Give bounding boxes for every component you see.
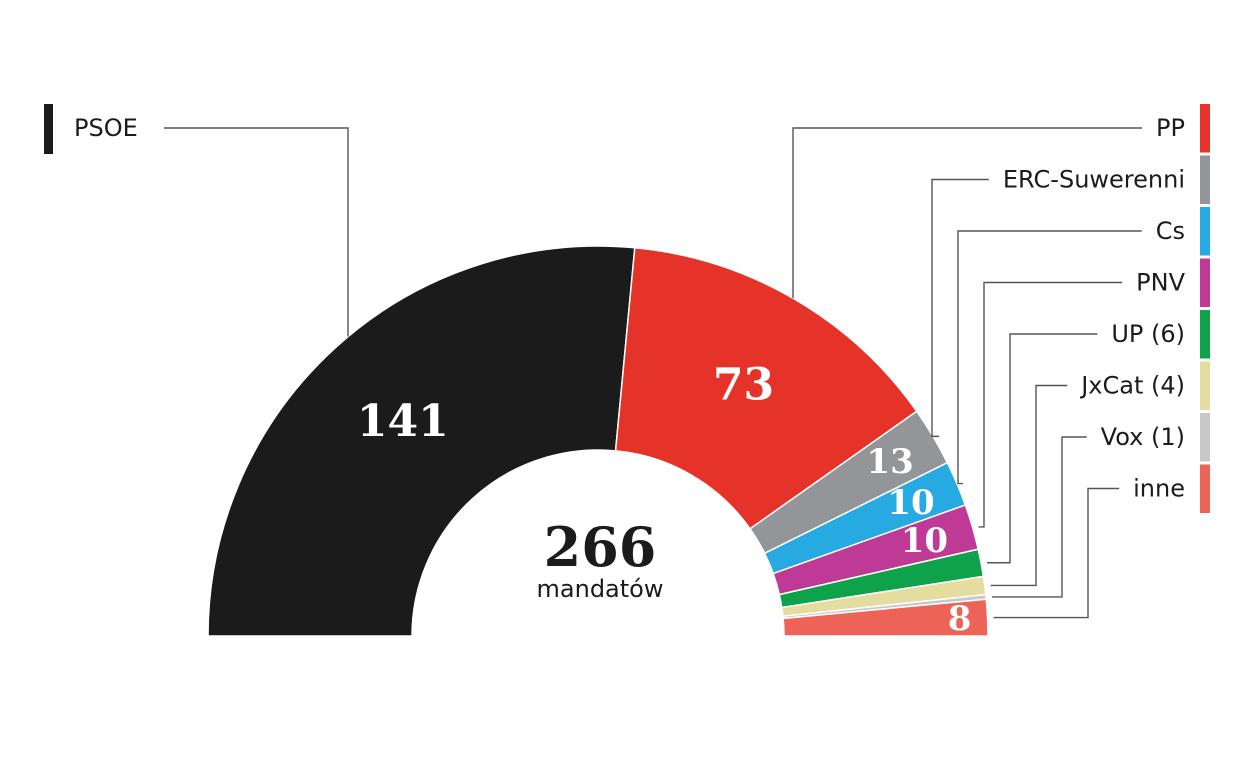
value-label-pp: 73 bbox=[713, 360, 774, 411]
value-label-psoe: 141 bbox=[357, 396, 449, 447]
legend-swatch-up-6 bbox=[1200, 310, 1210, 359]
leader-line-pp bbox=[792, 127, 1143, 299]
legend-swatch-inne bbox=[1200, 464, 1210, 513]
legend-label-pnv: PNV bbox=[1136, 269, 1185, 297]
legend-label-inne: inne bbox=[1133, 475, 1185, 503]
legend-swatch-pp bbox=[1200, 104, 1210, 153]
leader-line-vox-1 bbox=[992, 436, 1087, 598]
total-caption: mandatów bbox=[537, 575, 664, 603]
legend-label-cs: Cs bbox=[1156, 217, 1185, 245]
legend-swatch-cs bbox=[1200, 207, 1210, 256]
legend-swatch-erc-suwerenni bbox=[1200, 155, 1210, 204]
legend-label-up-6: UP (6) bbox=[1111, 320, 1185, 348]
leader-line-erc-suwerenni bbox=[931, 178, 989, 438]
leader-line-jxcat-4 bbox=[990, 384, 1068, 587]
legend: PSOE PP ERC-Suwerenni Cs PNV UP (6) JxCat (4) V… bbox=[44, 104, 1210, 513]
leader-line-cs bbox=[957, 230, 1142, 485]
seat-arcs bbox=[207, 245, 989, 637]
legend-label-erc-suwerenni: ERC-Suwerenni bbox=[1003, 166, 1185, 194]
legend-swatch-psoe bbox=[44, 104, 53, 154]
legend-swatch-pnv bbox=[1200, 258, 1210, 307]
seat-arc-inne bbox=[782, 598, 989, 637]
legend-label-pp: PP bbox=[1156, 114, 1185, 142]
value-label-cs: 10 bbox=[887, 483, 934, 523]
seat-arc-psoe bbox=[207, 245, 636, 637]
value-label-erc-suwerenni: 13 bbox=[866, 442, 913, 482]
leader-line-inne bbox=[993, 487, 1120, 619]
leader-line-up-6 bbox=[987, 333, 1098, 564]
leader-line-pnv bbox=[978, 281, 1123, 528]
legend-label-psoe: PSOE bbox=[74, 114, 138, 142]
legend-label-jxcat-4: JxCat (4) bbox=[1079, 372, 1185, 400]
seat-arc-pp bbox=[614, 246, 918, 530]
value-label-pnv: 10 bbox=[901, 521, 948, 561]
legend-swatch-vox-1 bbox=[1200, 413, 1210, 462]
leader-line-psoe bbox=[164, 127, 349, 337]
total-seats: 266 bbox=[544, 515, 657, 579]
legend-label-vox-1: Vox (1) bbox=[1101, 423, 1185, 451]
leader-lines bbox=[164, 127, 1143, 619]
legend-swatch-jxcat-4 bbox=[1200, 361, 1210, 410]
value-label-inne: 8 bbox=[948, 599, 972, 639]
